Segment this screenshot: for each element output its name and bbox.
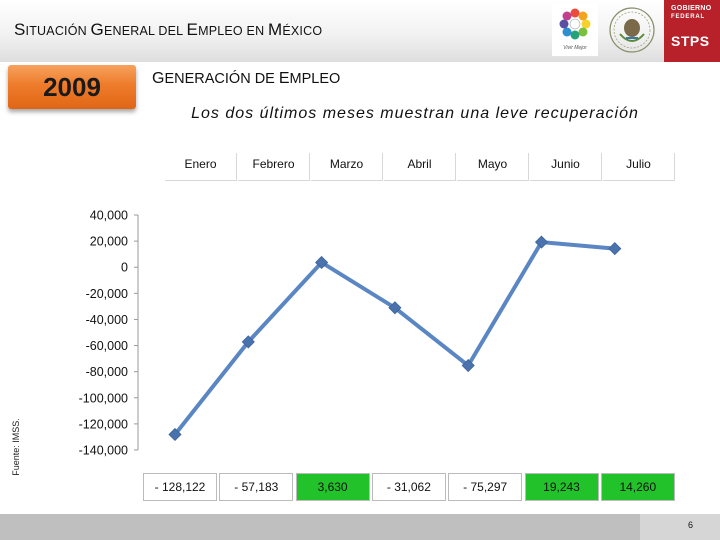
values-row: - 128,122 - 57,183 3,630 - 31,062 - 75,2…: [143, 473, 678, 501]
footer-segment: [640, 514, 720, 540]
month-label-enero: Enero: [165, 153, 237, 181]
gobierno-federal-logo: GOBIERNO FEDERAL STPS: [664, 0, 720, 62]
page-number: 6: [688, 520, 694, 530]
title-part: ENERAL DEL: [103, 24, 187, 38]
stps-label: STPS: [671, 33, 710, 49]
data-point-marker: [534, 235, 549, 249]
month-label-febrero: Febrero: [238, 153, 310, 181]
title-part: ÉXICO: [282, 24, 323, 38]
gov-line1: GOBIERNO: [671, 5, 712, 12]
y-tick-label: -60,000: [86, 339, 128, 353]
y-tick-label: -80,000: [86, 365, 128, 379]
month-label-mayo: Mayo: [457, 153, 529, 181]
month-header-row: Enero Febrero Marzo Abril Mayo Junio Jul…: [165, 153, 675, 183]
data-point-marker: [241, 335, 255, 349]
data-point-marker: [608, 242, 622, 256]
source-note: Fuente: IMSS.: [11, 418, 21, 476]
footer-bar: 6: [0, 514, 720, 540]
section-title: GENERACIÓN DE EMPLEO: [152, 70, 340, 88]
y-tick-label: -140,000: [79, 444, 128, 458]
series-line: [173, 240, 617, 437]
title-part: M: [267, 20, 283, 39]
data-point-marker: [168, 427, 182, 442]
value-cell-junio: 19,243: [524, 473, 599, 501]
year-badge: 2009: [8, 65, 136, 109]
month-label-marzo: Marzo: [311, 153, 383, 181]
page-title: SITUACIÓN GENERAL DEL EMPLEO EN MÉXICO: [14, 20, 322, 40]
title-part: S: [14, 20, 26, 39]
y-tick-label: 40,000: [90, 209, 128, 223]
data-point-marker: [461, 358, 475, 373]
value-cell-marzo: 3,630: [295, 473, 370, 501]
value-cell-febrero: - 57,183: [219, 473, 294, 501]
national-seal-icon: [604, 4, 660, 56]
y-tick-label: -20,000: [86, 287, 128, 301]
y-tick-label: 0: [121, 261, 128, 275]
section-title-part: G: [152, 70, 165, 87]
header-bar: SITUACIÓN GENERAL DEL EMPLEO EN MÉXICO V…: [0, 0, 720, 62]
month-label-abril: Abril: [384, 153, 456, 181]
y-tick-label: -40,000: [86, 313, 128, 327]
subtitle: Los dos últimos meses muestran una leve …: [191, 105, 639, 122]
title-part: ITUACIÓN: [25, 24, 91, 38]
value-cell-enero: - 128,122: [143, 473, 217, 501]
y-tick-label: -100,000: [79, 391, 128, 405]
y-tick-label: -120,000: [79, 417, 128, 431]
chart-svg: 40,000 20,000 0 -20,000 -40,000 -60,000 -80,00…: [79, 209, 622, 458]
vivir-mejor-logo: Vivir Mejor: [552, 4, 598, 56]
month-label-junio: Junio: [530, 153, 602, 181]
section-title-part: ENERACIÓN DE: [164, 71, 279, 87]
data-point-marker: [315, 255, 329, 270]
employment-line-chart: 40,000 20,000 0 -20,000 -40,000 -60,000 -80,00…: [0, 195, 720, 475]
logo-caption: Vivir Mejor: [563, 45, 587, 51]
title-part: MPLEO EN: [198, 24, 268, 38]
value-cell-mayo: - 75,297: [448, 473, 523, 501]
title-part: G: [90, 20, 104, 39]
section-title-part: E: [278, 70, 290, 87]
month-label-julio: Julio: [603, 153, 675, 181]
gov-line2: FEDERAL: [671, 14, 705, 20]
data-point-marker: [388, 301, 402, 315]
section-title-part: MPLEO: [289, 71, 341, 87]
title-part: E: [186, 20, 199, 39]
value-cell-julio: 14,260: [600, 473, 675, 501]
value-cell-abril: - 31,062: [371, 473, 446, 501]
y-tick-label: 20,000: [90, 235, 128, 249]
